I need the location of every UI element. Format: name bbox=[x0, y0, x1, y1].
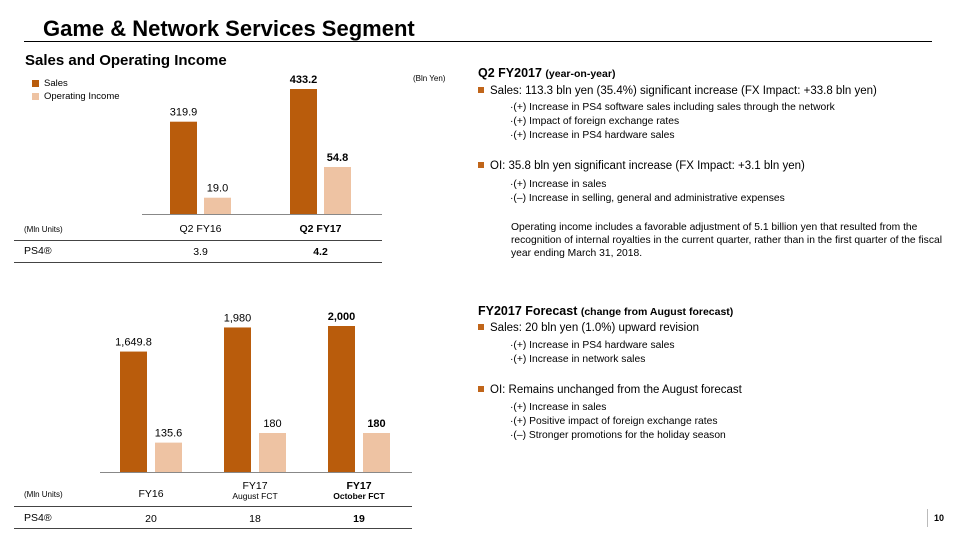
chart-quarterly: 319.9 19.0 Q2 FY16 3.9 433.2 54.8 Q2 FY17 4.2 (M… bbox=[14, 74, 382, 263]
forecast-sales-text: Sales: 20 bln yen (1.0%) upward revision bbox=[490, 322, 700, 334]
unit-label-bln-yen: (Bln Yen) bbox=[413, 74, 446, 83]
table-cell-ps4-units: 4.2 bbox=[313, 246, 328, 258]
table-cell-ps4-units: 19 bbox=[353, 513, 365, 525]
square-bullet-icon bbox=[478, 386, 484, 392]
bar-operating-income bbox=[155, 442, 182, 472]
forecast-oi-item: ·(+) Increase in sales bbox=[510, 402, 607, 413]
bar-sales bbox=[170, 121, 197, 214]
legend-swatch-sales bbox=[32, 80, 39, 87]
q2-oi-text: OI: 35.8 bln yen significant increase (F… bbox=[490, 160, 805, 172]
bar-operating-income bbox=[363, 433, 390, 472]
page-title: Game & Network Services Segment bbox=[43, 16, 415, 41]
forecast-sales-line: Sales: 20 bln yen (1.0%) upward revision bbox=[478, 322, 699, 334]
q2-sales-item: ·(+) Impact of foreign exchange rates bbox=[510, 116, 680, 127]
q2-sales-item: ·(+) Increase in PS4 hardware sales bbox=[510, 130, 675, 141]
square-bullet-icon bbox=[478, 87, 484, 93]
data-label-operating-income: 135.6 bbox=[155, 428, 183, 440]
category-label: FY17 bbox=[346, 480, 371, 492]
unit-label-mln-units: (Mln Units) bbox=[24, 225, 63, 234]
forecast-oi-line: OI: Remains unchanged from the August fo… bbox=[478, 384, 742, 396]
forecast-sales-item: ·(+) Increase in PS4 hardware sales bbox=[510, 340, 675, 351]
data-label-sales: 433.2 bbox=[290, 74, 318, 86]
forecast-oi-text: OI: Remains unchanged from the August fo… bbox=[490, 384, 742, 396]
q2-oi-item: ·(–) Increase in selling, general and ad… bbox=[510, 193, 785, 204]
page-number-divider bbox=[927, 509, 928, 527]
legend-swatch-operating-income bbox=[32, 93, 39, 100]
category-sublabel: August FCT bbox=[232, 491, 277, 501]
bar-sales bbox=[224, 327, 251, 472]
bar-sales bbox=[290, 89, 317, 214]
category-sublabel: October FCT bbox=[333, 491, 385, 501]
forecast-heading: FY2017 Forecast (change from August fore… bbox=[478, 304, 733, 318]
data-label-sales: 1,980 bbox=[224, 312, 252, 324]
table-cell-ps4-units: 18 bbox=[249, 513, 261, 525]
data-label-sales: 319.9 bbox=[170, 107, 198, 119]
bar-sales bbox=[328, 326, 355, 472]
section-subtitle: Sales and Operating Income bbox=[25, 52, 227, 69]
table-row-label-ps4: PS4® bbox=[24, 512, 52, 524]
bar-operating-income bbox=[259, 433, 286, 472]
bar-sales bbox=[120, 351, 147, 472]
category-label: Q2 FY16 bbox=[179, 223, 221, 235]
q2-sales-item: ·(+) Increase in PS4 software sales incl… bbox=[510, 102, 835, 113]
forecast-oi-item: ·(+) Positive impact of foreign exchange… bbox=[510, 416, 718, 427]
data-label-operating-income: 19.0 bbox=[207, 183, 228, 195]
legend-label-operating-income: Operating Income bbox=[44, 91, 120, 102]
category-label: FY16 bbox=[138, 488, 163, 500]
data-label-operating-income: 54.8 bbox=[327, 152, 348, 164]
data-label-sales: 1,649.8 bbox=[115, 337, 152, 349]
data-label-sales: 2,000 bbox=[328, 311, 356, 323]
q2-heading-title: Q2 FY2017 bbox=[478, 66, 542, 80]
legend-item-operating-income: Operating Income bbox=[32, 91, 120, 102]
legend-label-sales: Sales bbox=[44, 78, 68, 89]
data-label-operating-income: 180 bbox=[367, 418, 385, 430]
q2-heading: Q2 FY2017 (year-on-year) bbox=[478, 66, 615, 80]
forecast-heading-title: FY2017 Forecast bbox=[478, 304, 578, 318]
q2-oi-item: ·(+) Increase in sales bbox=[510, 179, 607, 190]
bar-operating-income bbox=[324, 167, 351, 214]
table-cell-ps4-units: 20 bbox=[145, 513, 157, 525]
forecast-heading-note: (change from August forecast) bbox=[580, 306, 734, 318]
page-number: 10 bbox=[934, 513, 945, 523]
category-label: FY17 bbox=[242, 480, 267, 492]
forecast-sales-item: ·(+) Increase in network sales bbox=[510, 354, 646, 365]
q2-sales-line: Sales: 113.3 bln yen (35.4%) significant… bbox=[478, 85, 877, 97]
q2-note: Operating income includes a favorable ad… bbox=[511, 222, 942, 259]
square-bullet-icon bbox=[478, 324, 484, 330]
table-cell-ps4-units: 3.9 bbox=[193, 246, 208, 258]
legend-item-sales: Sales bbox=[32, 78, 68, 89]
category-label: Q2 FY17 bbox=[299, 223, 341, 235]
square-bullet-icon bbox=[478, 162, 484, 168]
data-label-operating-income: 180 bbox=[263, 418, 281, 430]
unit-label-mln-units: (Mln Units) bbox=[24, 490, 63, 499]
bar-operating-income bbox=[204, 197, 231, 214]
title-divider bbox=[24, 41, 932, 42]
forecast-oi-item: ·(–) Stronger promotions for the holiday… bbox=[510, 430, 726, 441]
q2-sales-text: Sales: 113.3 bln yen (35.4%) significant… bbox=[490, 85, 877, 97]
q2-heading-note: (year-on-year) bbox=[545, 68, 616, 80]
table-row-label-ps4: PS4® bbox=[24, 245, 52, 257]
q2-oi-line: OI: 35.8 bln yen significant increase (F… bbox=[478, 160, 805, 172]
